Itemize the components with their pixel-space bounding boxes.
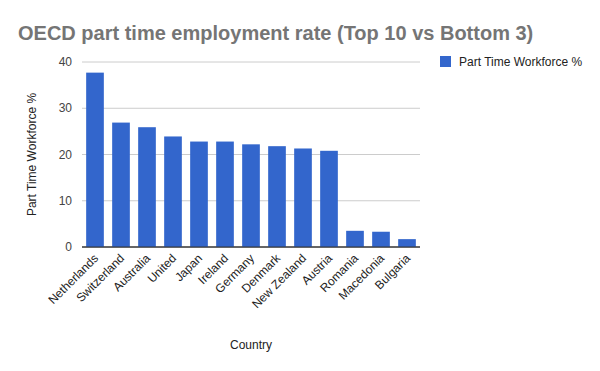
grid-line xyxy=(82,62,420,63)
bars xyxy=(86,73,416,247)
background xyxy=(0,0,600,371)
x-tick-label: United xyxy=(145,251,179,285)
bar xyxy=(138,127,156,247)
bar xyxy=(216,142,234,247)
legend-label: Part Time Workforce % xyxy=(459,55,582,69)
x-axis-title: Country xyxy=(230,338,272,352)
legend-swatch xyxy=(440,56,451,67)
chart-svg: OECD part time employment rate (Top 10 v… xyxy=(0,0,600,371)
y-axis-title: Part Time Workforce % xyxy=(25,93,39,216)
grid-line xyxy=(82,108,420,109)
x-axis-line xyxy=(82,247,420,248)
bar xyxy=(346,231,364,247)
bar xyxy=(112,123,130,247)
y-tick-label: 0 xyxy=(65,240,72,254)
bar xyxy=(398,239,416,247)
bar xyxy=(164,136,182,247)
grid-line xyxy=(82,247,420,248)
y-tick-label: 40 xyxy=(59,55,73,69)
bar xyxy=(242,144,260,247)
bar xyxy=(372,232,390,247)
y-tick-label: 30 xyxy=(59,101,73,115)
title: OECD part time employment rate (Top 10 v… xyxy=(18,22,533,44)
bar xyxy=(268,146,286,247)
y-tick-label: 20 xyxy=(59,148,73,162)
bar xyxy=(190,142,208,247)
bar xyxy=(294,148,312,247)
bar xyxy=(320,151,338,247)
x-tick-label: Bulgaria xyxy=(372,251,413,292)
x-tick-label: New Zealand xyxy=(249,251,309,311)
chart-root: OECD part time employment rate (Top 10 v… xyxy=(0,0,600,371)
y-tick-label: 10 xyxy=(59,194,73,208)
bar xyxy=(86,73,104,247)
